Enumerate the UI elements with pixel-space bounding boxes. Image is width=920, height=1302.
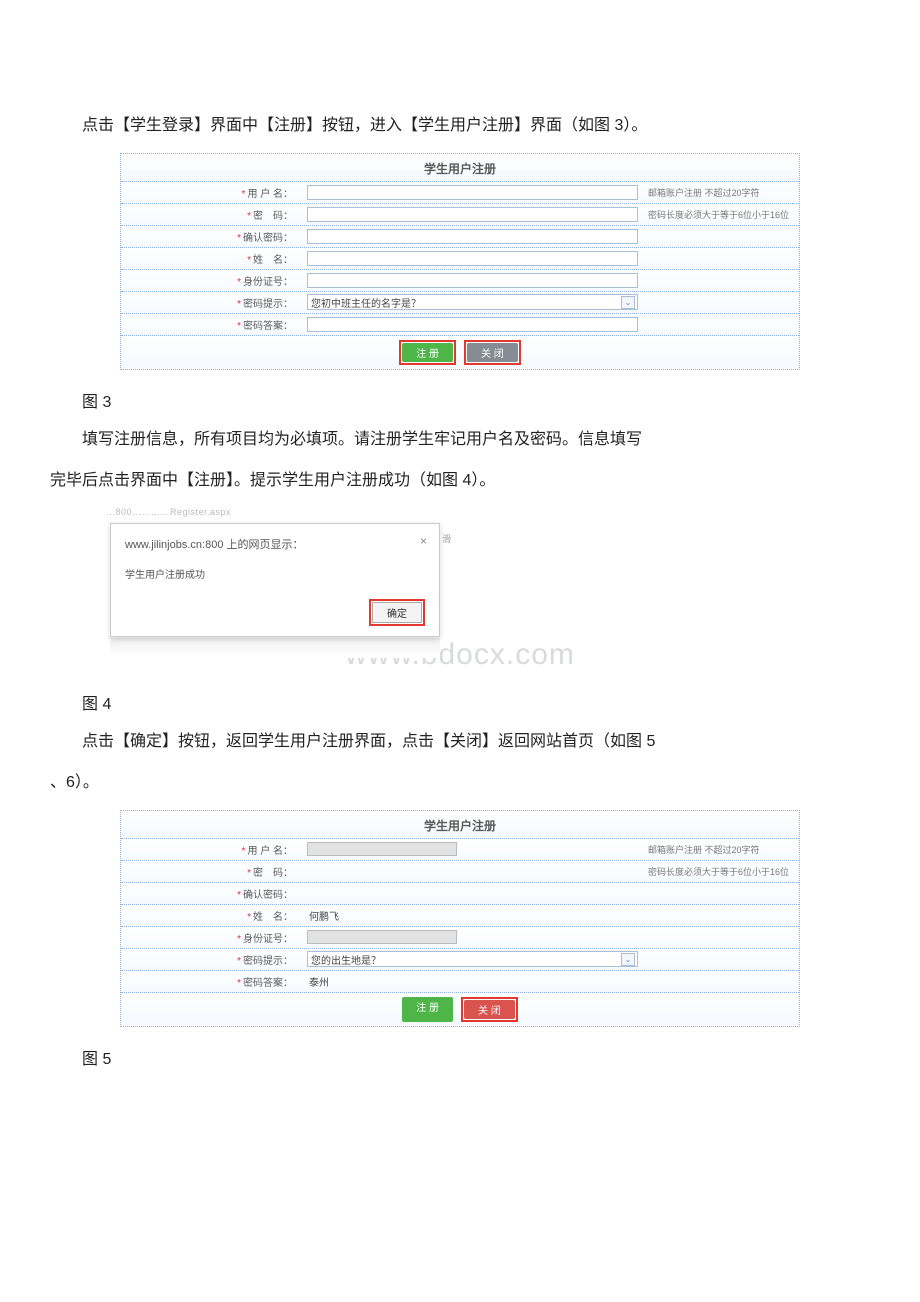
figure-3-label: 图 3 xyxy=(50,388,870,412)
register-button-2[interactable]: 注 册 xyxy=(402,997,453,1022)
dialog-figure-4: × 滑 www.jilinjobs.cn:800 上的网页显示： 学生用户注册成… xyxy=(110,523,440,658)
form-title: 学生用户注册 xyxy=(121,154,799,182)
label-confirm-2: *确认密码： xyxy=(121,886,301,901)
dialog-title: www.jilinjobs.cn:800 上的网页显示： xyxy=(125,536,425,552)
close-button[interactable]: 关 闭 xyxy=(467,343,518,362)
paragraph-3: 点击【确定】按钮，返回学生用户注册界面，点击【关闭】返回网站首页（如图 5 xyxy=(50,728,870,757)
row-idcard: *身份证号： xyxy=(121,270,799,292)
dialog-panel: × 滑 www.jilinjobs.cn:800 上的网页显示： 学生用户注册成… xyxy=(110,523,440,637)
username-input-2[interactable] xyxy=(307,842,457,856)
paragraph-2a: 填写注册信息，所有项目均为必填项。请注册学生牢记用户名及密码。信息填写 xyxy=(50,426,870,455)
label-confirm: *确认密码： xyxy=(121,229,301,244)
realname-value: 何鹏飞 xyxy=(307,908,339,923)
button-row-2: 注 册 关 闭 xyxy=(121,993,799,1026)
hint-select-2[interactable]: 您的出生地是？ ⌄ xyxy=(307,951,638,967)
registration-form-fig3: 学生用户注册 *用 户 名： 邮箱账户注册 不超过20字符 *密 码： 密码长度… xyxy=(120,153,800,370)
label-realname-2: *姓 名： xyxy=(121,908,301,923)
answer-input[interactable] xyxy=(307,317,638,332)
confirm-input[interactable] xyxy=(307,229,638,244)
label-answer-2: *密码答案： xyxy=(121,974,301,989)
row-realname-2: *姓 名： 何鹏飞 xyxy=(121,905,799,927)
paragraph-2b: 完毕后点击界面中【注册】。提示学生用户注册成功（如图 4）。 xyxy=(50,467,870,496)
password-input[interactable] xyxy=(307,207,638,222)
label-idcard: *身份证号： xyxy=(121,273,301,288)
close-button-2[interactable]: 关 闭 xyxy=(464,1000,515,1019)
close-highlight-2: 关 闭 xyxy=(461,997,518,1022)
figure-4-label: 图 4 xyxy=(50,690,870,714)
row-username-2: *用 户 名： 邮箱账户注册 不超过20字符 xyxy=(121,839,799,861)
register-button[interactable]: 注 册 xyxy=(402,343,453,362)
button-row: 注 册 关 闭 xyxy=(121,336,799,369)
row-hint: *密码提示： 您初中班主任的名字是？ ⌄ xyxy=(121,292,799,314)
row-confirm: *确认密码： xyxy=(121,226,799,248)
row-username: *用 户 名： 邮箱账户注册 不超过20字符 xyxy=(121,182,799,204)
row-password-2: *密 码： 密码长度必须大于等于6位小于16位 xyxy=(121,861,799,883)
label-hint: *密码提示： xyxy=(121,295,301,310)
label-username: *用 户 名： xyxy=(121,185,301,200)
row-answer: *密码答案： xyxy=(121,314,799,336)
chevron-down-icon-2: ⌄ xyxy=(621,953,635,966)
form-title-2: 学生用户注册 xyxy=(121,811,799,839)
label-username-2: *用 户 名： xyxy=(121,842,301,857)
ok-button[interactable]: 确定 xyxy=(372,602,422,623)
label-password-2: *密 码： xyxy=(121,864,301,879)
row-realname: *姓 名： xyxy=(121,248,799,270)
row-hint-2: *密码提示： 您的出生地是？ ⌄ xyxy=(121,949,799,971)
label-answer: *密码答案： xyxy=(121,317,301,332)
register-highlight: 注 册 xyxy=(399,340,456,365)
hint-username-2: 邮箱账户注册 不超过20字符 xyxy=(644,843,799,856)
label-hint-2: *密码提示： xyxy=(121,952,301,967)
hint-password: 密码长度必须大于等于6位小于16位 xyxy=(644,208,799,221)
close-highlight: 关 闭 xyxy=(464,340,521,365)
url-trace: …800…………Register.aspx xyxy=(106,507,870,517)
close-icon[interactable]: × xyxy=(420,534,427,548)
idcard-input[interactable] xyxy=(307,273,638,288)
idcard-input-2[interactable] xyxy=(307,930,457,944)
dialog-message: 学生用户注册成功 xyxy=(125,566,425,581)
hint-select-value: 您初中班主任的名字是？ xyxy=(311,295,421,310)
row-confirm-2: *确认密码： xyxy=(121,883,799,905)
registration-form-fig5: 学生用户注册 *用 户 名： 邮箱账户注册 不超过20字符 *密 码： 密码长度… xyxy=(120,810,800,1027)
chevron-down-icon: ⌄ xyxy=(621,296,635,309)
hint-select[interactable]: 您初中班主任的名字是？ ⌄ xyxy=(307,294,638,310)
scroll-glyph: 滑 xyxy=(442,532,451,545)
hint-password-2: 密码长度必须大于等于6位小于16位 xyxy=(644,865,799,878)
hint-select-value-2: 您的出生地是？ xyxy=(311,952,381,967)
figure-5-label: 图 5 xyxy=(50,1045,870,1069)
hint-username: 邮箱账户注册 不超过20字符 xyxy=(644,186,799,199)
label-password: *密 码： xyxy=(121,207,301,222)
row-idcard-2: *身份证号： xyxy=(121,927,799,949)
answer-value-2: 泰州 xyxy=(307,974,329,989)
intro-paragraph-1: 点击【学生登录】界面中【注册】按钮，进入【学生用户注册】界面（如图 3）。 xyxy=(50,112,870,141)
username-input[interactable] xyxy=(307,185,638,200)
paragraph-3b: 、6）。 xyxy=(50,769,870,798)
dialog-shadow xyxy=(110,638,440,658)
realname-input[interactable] xyxy=(307,251,638,266)
label-idcard-2: *身份证号： xyxy=(121,930,301,945)
row-password: *密 码： 密码长度必须大于等于6位小于16位 xyxy=(121,204,799,226)
row-answer-2: *密码答案： 泰州 xyxy=(121,971,799,993)
ok-highlight: 确定 xyxy=(369,599,425,626)
label-realname: *姓 名： xyxy=(121,251,301,266)
